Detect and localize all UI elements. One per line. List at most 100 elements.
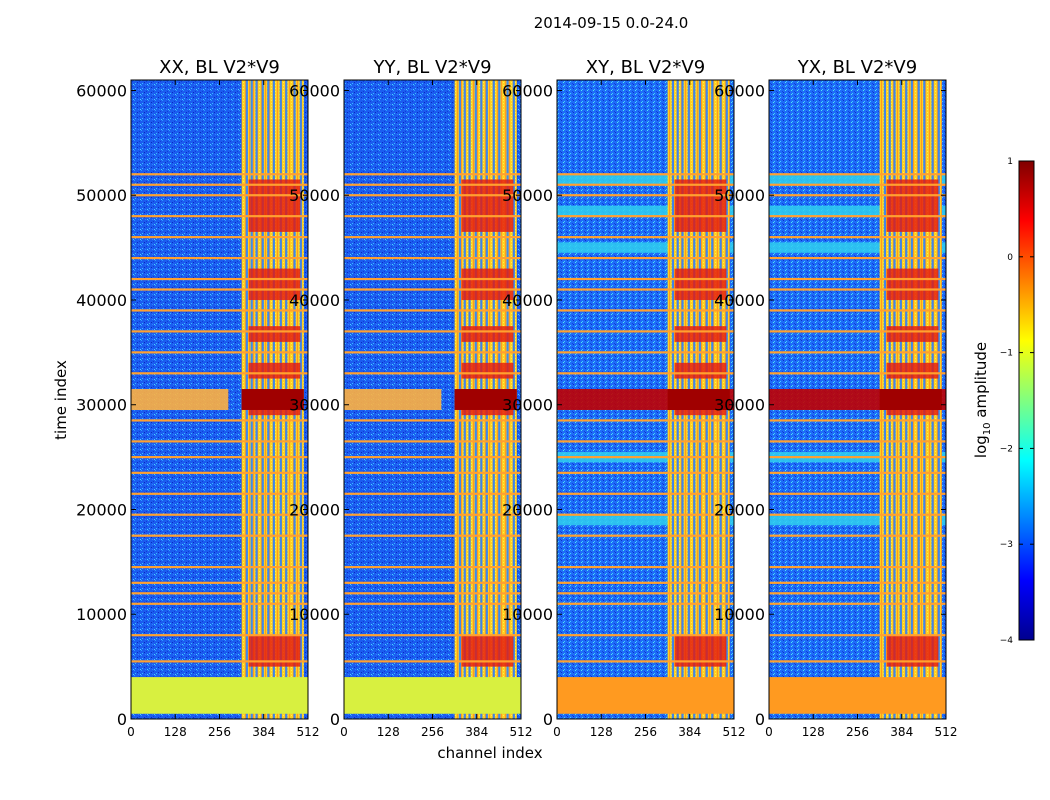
x-tick-label: 256 — [421, 725, 444, 739]
heatmap-image — [769, 80, 946, 719]
y-axis-label: time index — [52, 360, 70, 440]
rfi-line — [557, 634, 734, 637]
rfi-line — [557, 534, 734, 537]
y-tick-label: 0 — [117, 710, 127, 729]
panel-3: XY, BL V2*V9 0 128 256 384 512 0 10000 20000 3000… — [502, 57, 745, 739]
rfi-line — [769, 534, 946, 537]
rfi-line — [344, 566, 521, 569]
y-tick-label: 10000 — [289, 605, 340, 624]
rfi-line — [769, 277, 946, 281]
x-tick-label: 384 — [252, 725, 275, 739]
cyan-band — [769, 205, 946, 217]
rfi-line — [557, 277, 734, 281]
rfi-line — [131, 634, 308, 637]
panel-title: YY, BL V2*V9 — [372, 57, 491, 78]
y-tick-label: 0 — [755, 710, 765, 729]
y-tick-label: 30000 — [502, 396, 553, 415]
y-tick-label: 60000 — [289, 81, 340, 100]
rfi-line — [557, 592, 734, 595]
rfi-line — [557, 194, 734, 197]
rfi-line — [131, 602, 308, 605]
rfi-line — [344, 277, 521, 281]
x-axis-label: channel index — [437, 744, 542, 762]
rfi-line — [344, 492, 521, 495]
y-tick-label: 40000 — [289, 291, 340, 310]
panel-4: YX, BL V2*V9 0 128 256 384 512 0 10000 20000 3000… — [714, 57, 957, 739]
panel-1: XX, BL V2*V9 0 128 256 384 512 0 10000 20000 3000… — [76, 57, 319, 739]
saturated-block — [344, 677, 521, 714]
rfi-line — [344, 256, 521, 260]
rfi-line — [344, 309, 521, 312]
rfi-line — [344, 534, 521, 537]
rfi-line — [344, 471, 521, 474]
y-tick-label: 30000 — [289, 396, 340, 415]
rfi-line — [344, 634, 521, 637]
y-tick-label: 10000 — [714, 605, 765, 624]
rfi-line — [344, 602, 521, 605]
rfi-line — [131, 440, 308, 443]
cyan-band — [557, 514, 734, 526]
rfi-line — [769, 288, 946, 291]
y-tick-label: 60000 — [502, 81, 553, 100]
rfi-line — [131, 173, 308, 176]
rfi-line — [131, 513, 308, 516]
rfi-line — [769, 256, 946, 260]
rfi-line — [344, 288, 521, 291]
rfi-line — [769, 194, 946, 197]
strong-band-core — [879, 389, 942, 410]
figure-title: 2014-09-15 0.0-24.0 — [534, 14, 689, 32]
rfi-line — [131, 471, 308, 474]
x-tick-label: 128 — [377, 725, 400, 739]
y-tick-label: 40000 — [714, 291, 765, 310]
rfi-line — [131, 309, 308, 312]
cyan-band — [557, 205, 734, 217]
x-tick-label: 128 — [802, 725, 825, 739]
x-tick-label: 0 — [765, 725, 773, 739]
panel-title: XX, BL V2*V9 — [159, 57, 280, 78]
hot-block — [886, 362, 939, 379]
x-tick-label: 512 — [297, 725, 320, 739]
rfi-line — [131, 592, 308, 595]
x-tick-label: 512 — [510, 725, 533, 739]
rfi-line — [557, 440, 734, 443]
rfi-line — [131, 660, 308, 663]
colorbar-label-subscript: 10 — [982, 422, 993, 435]
panel-title: XY, BL V2*V9 — [586, 57, 705, 78]
rfi-line — [557, 419, 734, 422]
rfi-line — [769, 183, 946, 186]
rfi-line — [769, 440, 946, 443]
rfi-line — [344, 660, 521, 663]
rfi-line — [131, 330, 308, 333]
y-tick-label: 20000 — [714, 500, 765, 519]
rfi-line — [131, 183, 308, 186]
hot-block — [461, 362, 514, 379]
hot-block — [248, 179, 301, 232]
rfi-line — [769, 513, 946, 516]
colorbar-label: log10 amplitude — [972, 342, 993, 458]
rfi-line — [557, 660, 734, 663]
rfi-line — [344, 330, 521, 333]
colorbar-label-suffix: amplitude — [972, 342, 990, 423]
panel-2: YY, BL V2*V9 0 128 256 384 512 0 10000 20000 3000… — [289, 57, 532, 739]
strong-band-core — [667, 389, 730, 410]
rfi-line — [131, 492, 308, 495]
rfi-line — [557, 173, 734, 176]
panel-title: YX, BL V2*V9 — [797, 57, 917, 78]
rfi-line — [557, 372, 734, 375]
rfi-line — [344, 419, 521, 422]
hot-block — [248, 326, 301, 342]
y-tick-label: 60000 — [76, 81, 127, 100]
rfi-line — [557, 309, 734, 312]
rfi-line — [344, 215, 521, 218]
rfi-line — [131, 277, 308, 281]
rfi-line — [769, 660, 946, 663]
cyan-band — [769, 174, 946, 185]
rfi-line — [557, 215, 734, 218]
rfi-line — [131, 456, 308, 459]
colorbar-tick-label: 1 — [1007, 157, 1013, 167]
colorbar-tick-label: −3 — [1000, 540, 1013, 550]
x-tick-label: 128 — [590, 725, 613, 739]
rfi-line — [344, 351, 521, 354]
rfi-line — [769, 173, 946, 176]
y-tick-label: 30000 — [76, 396, 127, 415]
